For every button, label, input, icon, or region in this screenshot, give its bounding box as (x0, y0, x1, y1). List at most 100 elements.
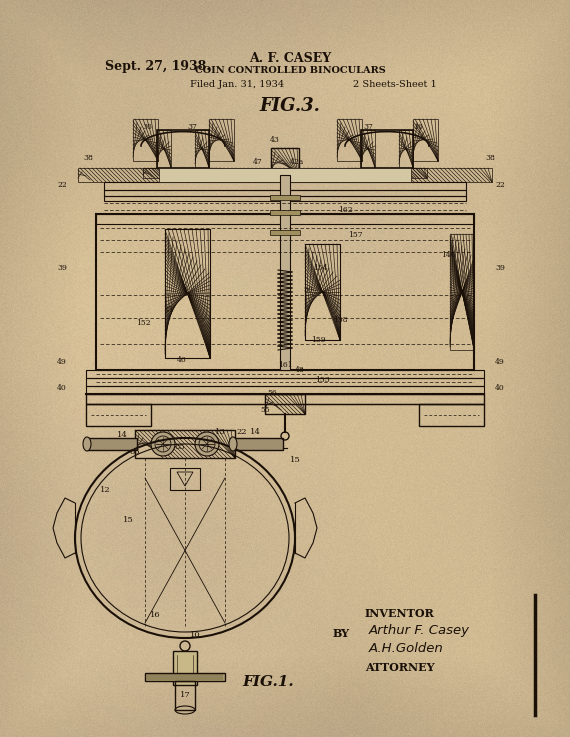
Text: 146: 146 (441, 251, 455, 259)
Text: 36: 36 (142, 123, 152, 131)
Text: 40: 40 (495, 384, 505, 392)
Text: 22: 22 (495, 181, 505, 189)
Text: 16: 16 (150, 611, 160, 619)
Text: 159: 159 (311, 336, 325, 344)
Bar (361, 130, 413, 168)
Bar (145, 673, 225, 681)
Bar (159, 168, 411, 182)
Text: ATTORNEY: ATTORNEY (365, 662, 435, 673)
Text: 49: 49 (495, 358, 505, 366)
Text: 2 Sheets-Sheet 1: 2 Sheets-Sheet 1 (353, 80, 437, 89)
Bar (280, 175, 290, 370)
Bar (305, 244, 340, 340)
Text: 66: 66 (130, 448, 140, 456)
Text: FIG.3.: FIG.3. (259, 97, 320, 115)
Bar (86, 404, 151, 426)
Bar (399, 130, 413, 168)
Text: A.H.Golden: A.H.Golden (369, 642, 444, 655)
Bar (265, 394, 305, 414)
Text: 36: 36 (413, 123, 423, 131)
Text: 153: 153 (315, 376, 329, 384)
Text: INVENTOR: INVENTOR (365, 608, 435, 619)
Bar (86, 370, 484, 378)
Bar (305, 244, 340, 340)
Bar (86, 386, 484, 394)
Bar (96, 214, 474, 370)
Bar (135, 430, 235, 458)
Bar (104, 190, 466, 196)
Bar (337, 119, 362, 161)
Bar (165, 229, 210, 358)
Text: 162: 162 (337, 206, 352, 214)
Text: Filed Jan. 31, 1934: Filed Jan. 31, 1934 (190, 80, 284, 89)
Text: FIG.1.: FIG.1. (242, 675, 294, 689)
Text: 46: 46 (177, 356, 187, 364)
Text: 38: 38 (485, 154, 495, 162)
Ellipse shape (83, 437, 91, 451)
Text: 40: 40 (57, 384, 67, 392)
Bar (157, 130, 209, 168)
Bar (96, 214, 474, 224)
Text: 161: 161 (278, 361, 292, 369)
Bar (347, 168, 427, 178)
Bar (87, 438, 137, 450)
Text: 42a: 42a (290, 158, 304, 166)
Circle shape (195, 432, 219, 456)
Text: 158: 158 (333, 316, 347, 324)
Text: 10: 10 (190, 631, 200, 639)
Bar (270, 230, 300, 235)
Text: 157: 157 (348, 231, 363, 239)
Text: 39: 39 (495, 264, 505, 272)
Text: 41: 41 (165, 306, 175, 314)
Text: 14: 14 (116, 431, 128, 439)
Bar (413, 119, 438, 161)
Text: 154: 154 (313, 264, 327, 272)
Text: 13: 13 (215, 428, 225, 436)
Text: 50: 50 (303, 286, 313, 294)
Bar (157, 130, 171, 168)
Bar (209, 119, 234, 161)
Bar (271, 148, 299, 178)
Bar (361, 130, 375, 168)
Circle shape (151, 432, 175, 456)
Bar (195, 130, 209, 168)
Text: 152: 152 (136, 319, 150, 327)
Bar (450, 234, 474, 350)
Text: Arthur F. Casey: Arthur F. Casey (369, 624, 470, 637)
Text: 15: 15 (123, 516, 133, 524)
Text: 39: 39 (57, 264, 67, 272)
Text: 15: 15 (290, 456, 300, 464)
Bar (86, 378, 484, 386)
Bar (270, 195, 300, 200)
Text: 47: 47 (253, 158, 263, 166)
Text: 48: 48 (295, 366, 305, 374)
Text: 22: 22 (237, 428, 247, 436)
Bar (419, 404, 484, 426)
Bar (173, 651, 197, 685)
Text: 38: 38 (83, 154, 93, 162)
Bar (265, 394, 305, 414)
Text: 17: 17 (180, 691, 190, 699)
Text: 49: 49 (57, 358, 67, 366)
Text: BY: BY (333, 628, 350, 639)
Text: 85: 85 (174, 443, 185, 451)
Text: 22: 22 (57, 181, 67, 189)
Bar (175, 681, 195, 710)
Text: 43: 43 (270, 136, 280, 144)
Text: A. F. CASEY: A. F. CASEY (249, 52, 331, 65)
Bar (104, 196, 466, 201)
Text: Sept. 27, 1938.: Sept. 27, 1938. (105, 60, 211, 73)
Bar (271, 148, 299, 178)
Bar (133, 119, 158, 161)
Text: 56: 56 (267, 389, 277, 397)
Text: 37: 37 (187, 123, 197, 131)
Bar (170, 468, 200, 490)
Bar (86, 394, 484, 404)
Bar (165, 229, 210, 358)
Ellipse shape (229, 437, 237, 451)
Text: 14: 14 (250, 428, 260, 436)
Bar (104, 182, 466, 190)
Text: 55: 55 (260, 406, 270, 414)
Bar (143, 168, 223, 178)
Bar (233, 438, 283, 450)
